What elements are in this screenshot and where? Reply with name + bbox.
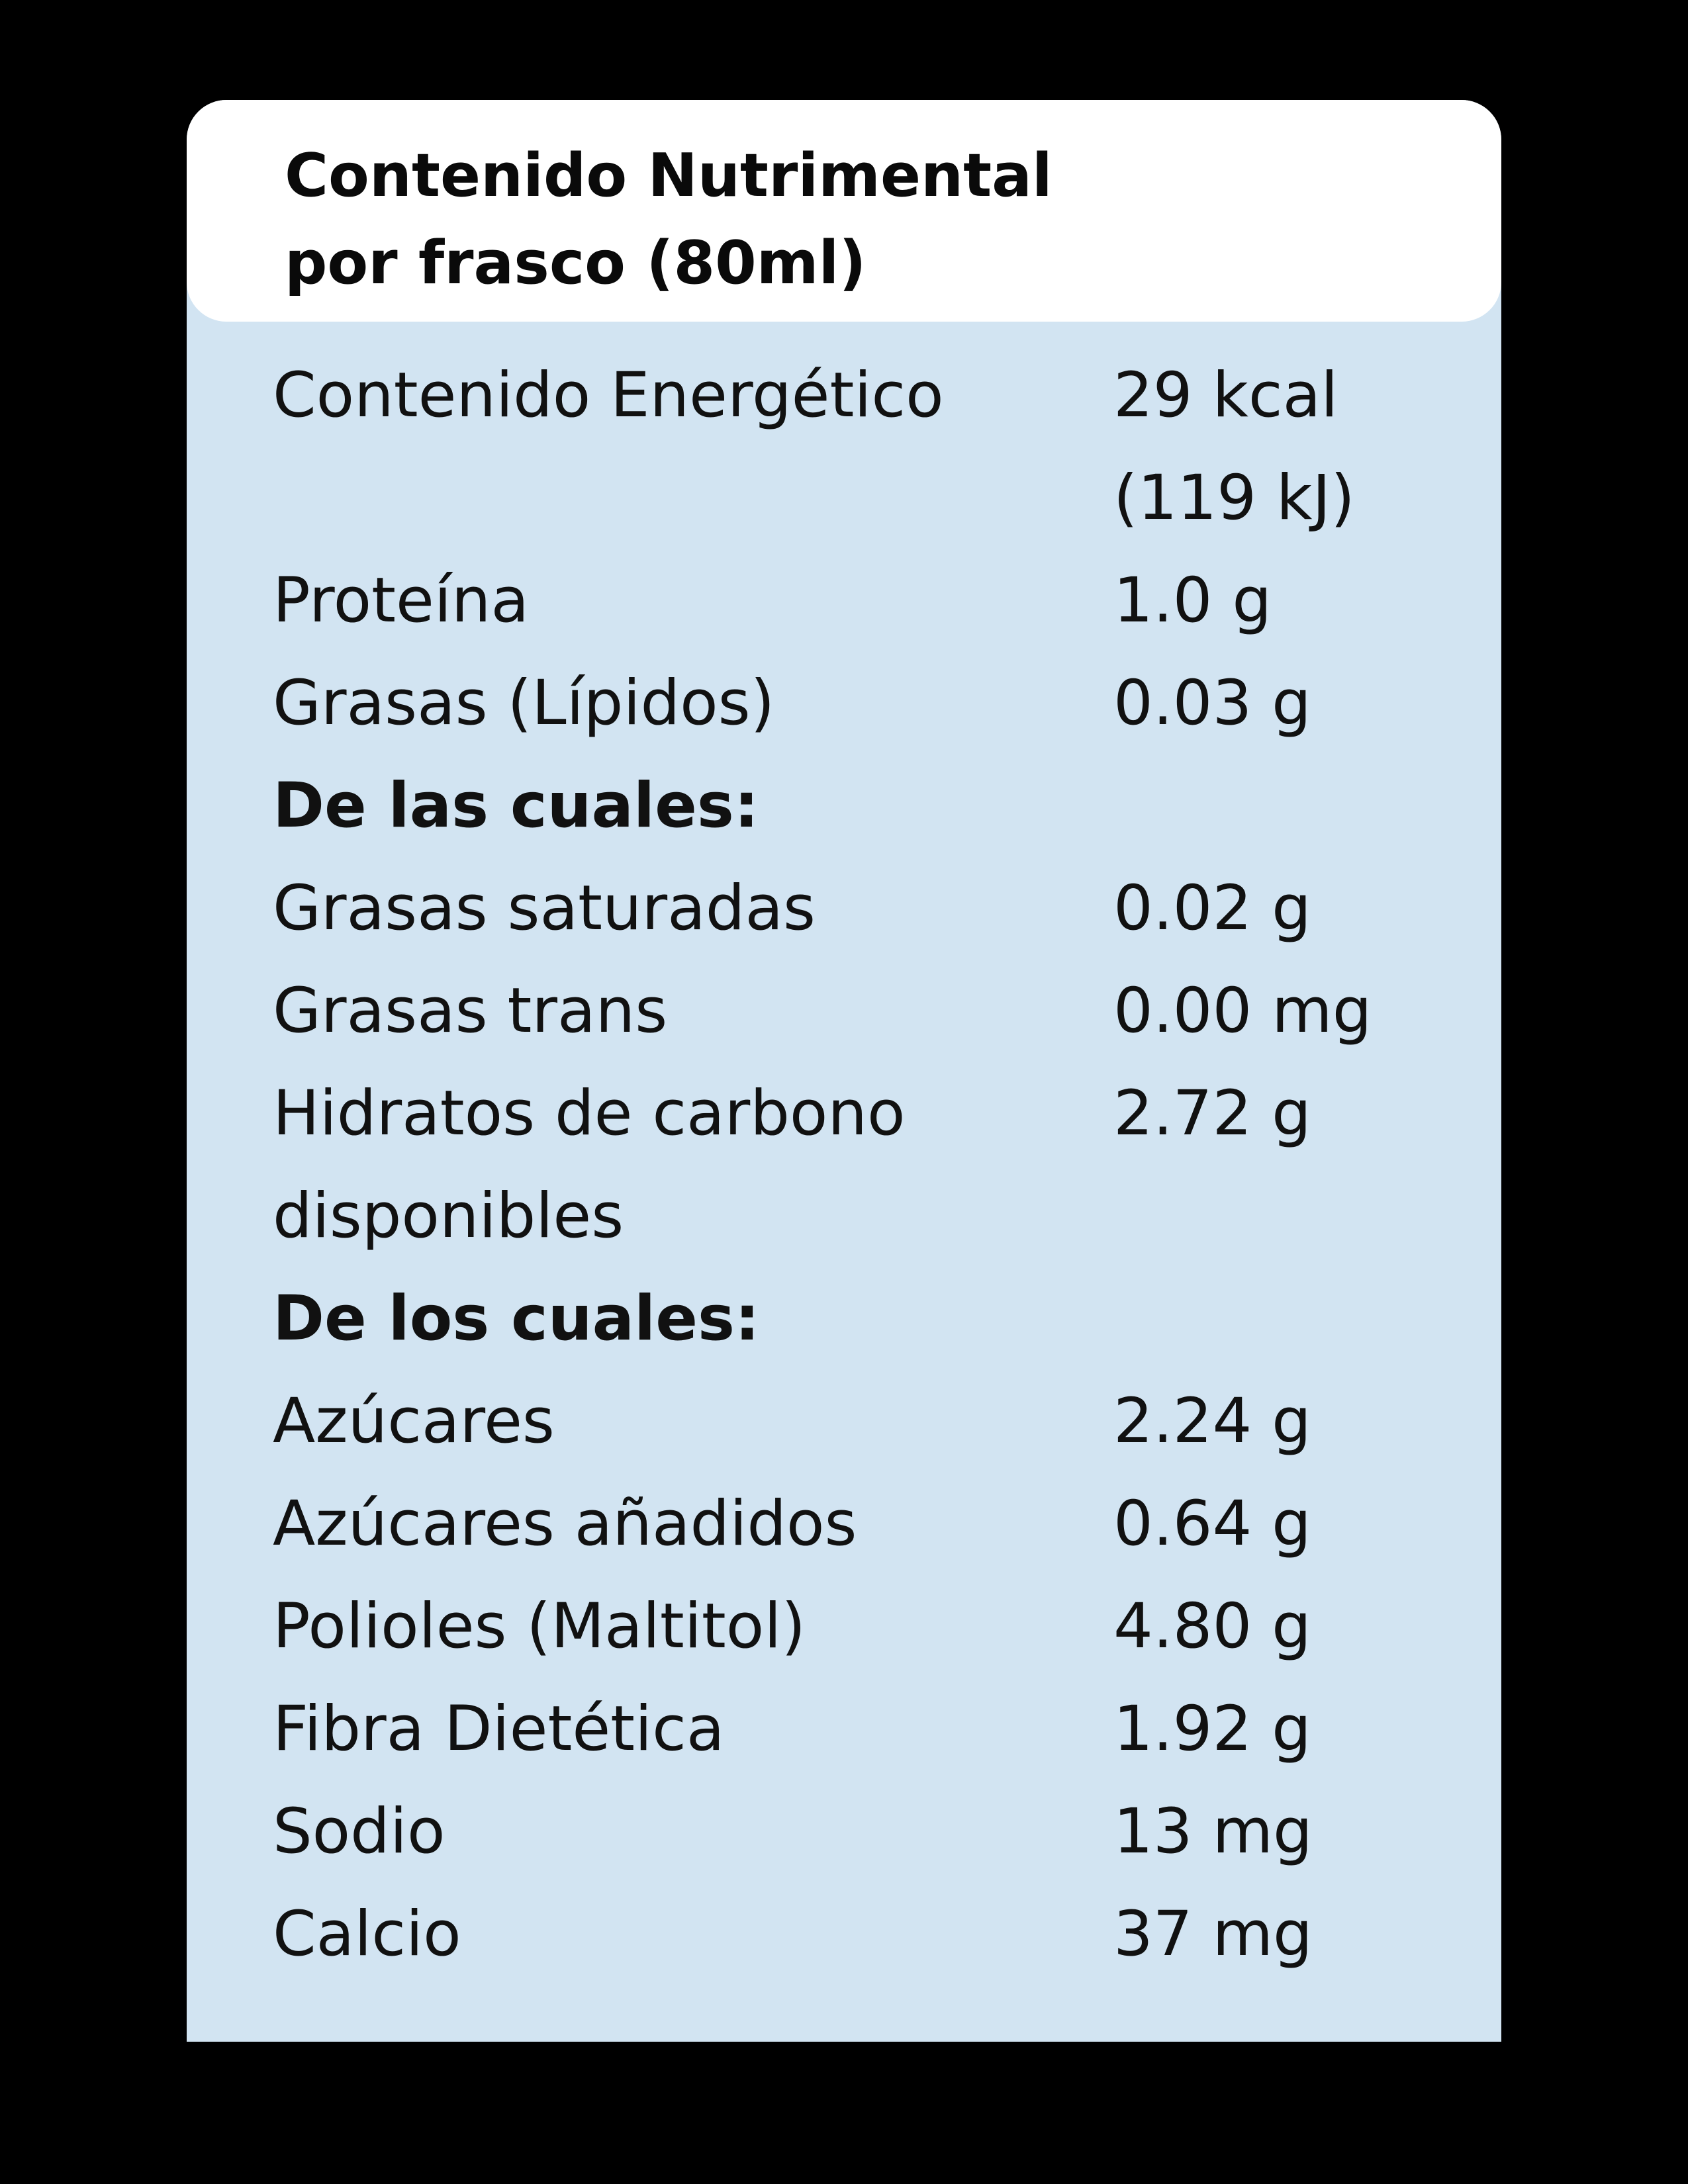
title-line-2: por frasco (80ml) xyxy=(285,228,867,298)
row-label: Contenido Energético xyxy=(273,359,944,432)
row-value: 2.24 g xyxy=(1113,1385,1311,1457)
row-value: 0.03 g xyxy=(1113,667,1311,739)
row-label: Grasas trans xyxy=(273,975,668,1047)
row-sodium: Sodio 13 mg xyxy=(0,1780,1688,1883)
row-value: 2.72 g xyxy=(1113,1077,1311,1150)
row-value: 0.00 mg xyxy=(1113,975,1372,1047)
row-value: 37 mg xyxy=(1113,1898,1313,1970)
row-label: Polioles (Maltitol) xyxy=(273,1590,806,1662)
row-label: Azúcares xyxy=(273,1385,555,1457)
row-label: Hidratos de carbono xyxy=(273,1077,906,1150)
row-value: 1.92 g xyxy=(1113,1693,1311,1765)
row-label: Grasas (Lípidos) xyxy=(273,667,775,739)
row-carbohydrates-cont: disponibles xyxy=(0,1165,1688,1267)
row-polyols: Polioles (Maltitol) 4.80 g xyxy=(0,1575,1688,1678)
row-energy-kj: (119 kJ) xyxy=(0,447,1688,549)
row-protein: Proteína 1.0 g xyxy=(0,549,1688,652)
row-label: Grasas saturadas xyxy=(273,872,816,944)
row-subheading: De las cuales: xyxy=(273,770,759,842)
nutrition-header xyxy=(187,100,1501,322)
nutrition-title: Contenido Nutrimental por frasco (80ml) xyxy=(285,132,1053,307)
row-value: 0.64 g xyxy=(1113,1488,1311,1560)
row-label: Azúcares añadidos xyxy=(273,1488,857,1560)
row-energy: Contenido Energético 29 kcal xyxy=(0,344,1688,447)
row-calcium: Calcio 37 mg xyxy=(0,1883,1688,1985)
row-fats: Grasas (Lípidos) 0.03 g xyxy=(0,652,1688,754)
row-sugars: Azúcares 2.24 g xyxy=(0,1370,1688,1473)
row-subheading: De los cuales: xyxy=(273,1283,760,1355)
row-label: Proteína xyxy=(273,565,530,637)
row-label: Fibra Dietética xyxy=(273,1693,725,1765)
row-value: 1.0 g xyxy=(1113,565,1272,637)
row-fats-subheading: De las cuales: xyxy=(0,754,1688,857)
row-label: Calcio xyxy=(273,1898,461,1970)
title-line-1: Contenido Nutrimental xyxy=(285,141,1053,210)
row-value: 29 kcal xyxy=(1113,359,1338,432)
row-value: 0.02 g xyxy=(1113,872,1311,944)
row-value: (119 kJ) xyxy=(1113,462,1355,534)
nutrition-panel xyxy=(187,100,1501,2042)
row-trans-fats: Grasas trans 0.00 mg xyxy=(0,960,1688,1062)
row-value: 13 mg xyxy=(1113,1796,1313,1868)
row-added-sugars: Azúcares añadidos 0.64 g xyxy=(0,1473,1688,1575)
row-value: 4.80 g xyxy=(1113,1590,1311,1662)
row-fiber: Fibra Dietética 1.92 g xyxy=(0,1678,1688,1780)
row-carbs-subheading: De los cuales: xyxy=(0,1267,1688,1370)
nutrition-table: Contenido Energético 29 kcal (119 kJ) Pr… xyxy=(0,344,1688,1985)
row-label: Sodio xyxy=(273,1796,445,1868)
row-saturated-fats: Grasas saturadas 0.02 g xyxy=(0,857,1688,960)
row-carbohydrates: Hidratos de carbono 2.72 g xyxy=(0,1062,1688,1165)
row-label: disponibles xyxy=(273,1180,624,1252)
